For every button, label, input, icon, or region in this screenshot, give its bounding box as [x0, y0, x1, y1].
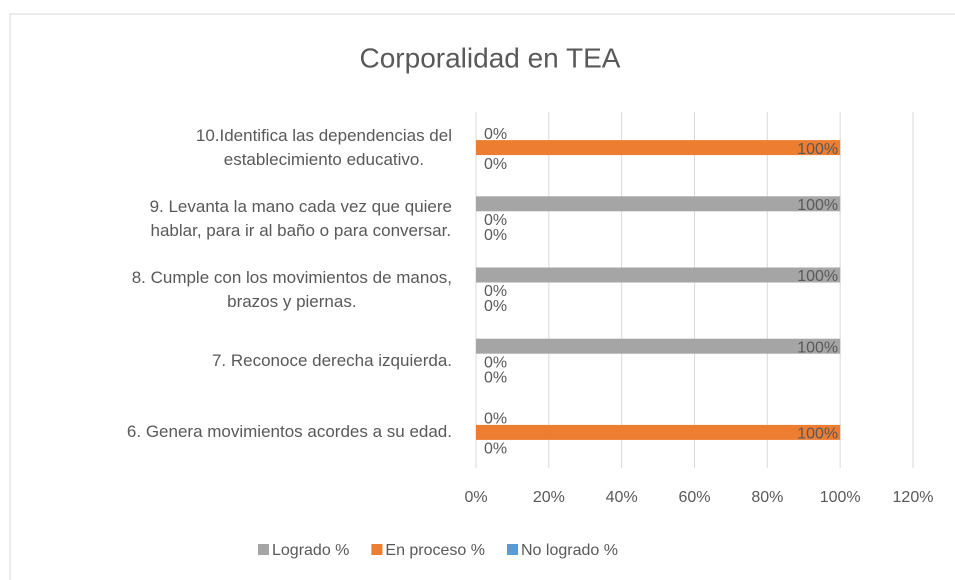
y-tick-label-box: 10.Identifica las dependencias del estab…	[196, 124, 452, 172]
x-tick-label: 100%	[820, 489, 861, 506]
bar	[476, 140, 841, 156]
x-tick-label: 20%	[533, 489, 565, 506]
y-tick-label: 9. Levanta la mano cada vez que quiere h…	[149, 196, 452, 240]
y-tick-label-box: 7. Reconoce derecha izquierda.	[212, 349, 452, 373]
data-label: 0%	[484, 298, 507, 315]
x-tick-label: 60%	[678, 489, 710, 506]
data-label: 0%	[484, 227, 507, 244]
x-tick-label: 80%	[751, 489, 783, 506]
y-tick-label: 10.Identifica las dependencias del estab…	[195, 125, 452, 169]
data-label: 0%	[484, 126, 507, 143]
y-tick-label: 6. Genera movimientos acordes a su edad.	[126, 422, 452, 442]
legend-swatch	[258, 544, 269, 555]
data-label: 0%	[484, 441, 507, 458]
data-label: 0%	[484, 156, 507, 173]
data-label: 0%	[484, 411, 507, 428]
data-label: 100%	[797, 141, 838, 158]
y-tick-label-box: 9. Levanta la mano cada vez que quiere h…	[150, 195, 452, 243]
data-label: 100%	[797, 197, 838, 214]
legend-label: En proceso %	[385, 542, 485, 559]
x-tick-label: 0%	[464, 489, 487, 506]
y-tick-label: 7. Reconoce derecha izquierda.	[211, 351, 452, 371]
y-tick-label-box: 6. Genera movimientos acordes a su edad.	[127, 420, 452, 444]
legend-label: Logrado %	[272, 542, 349, 559]
bar	[476, 196, 841, 212]
legend-label: No logrado %	[521, 542, 618, 559]
chart-title: Corporalidad en TEA	[360, 42, 621, 73]
y-tick-label-box: 8. Cumple con los movimientos de manos, …	[132, 266, 452, 314]
legend-swatch	[371, 544, 383, 555]
data-label: 0%	[484, 369, 507, 386]
data-label: 0%	[484, 283, 507, 300]
data-label: 100%	[797, 268, 838, 285]
bar	[476, 424, 841, 440]
data-label: 0%	[484, 212, 507, 229]
chart-border	[9, 13, 955, 580]
data-label: 0%	[484, 354, 507, 371]
bar	[476, 267, 841, 283]
data-label: 100%	[797, 426, 838, 443]
bar	[476, 338, 841, 354]
y-tick-label: 8. Cumple con los movimientos de manos, …	[131, 268, 452, 311]
x-tick-label: 40%	[606, 489, 638, 506]
data-label: 100%	[797, 339, 838, 356]
legend-swatch	[507, 544, 518, 555]
x-tick-label: 120%	[893, 489, 934, 506]
